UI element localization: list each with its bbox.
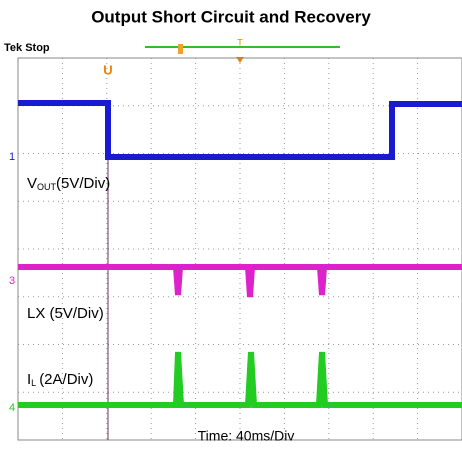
ch3-marker: 3 xyxy=(9,275,15,287)
ch4-marker: 4 xyxy=(9,402,15,414)
il-subscript: L xyxy=(31,378,36,388)
il-label: IL (2A/Div) xyxy=(27,371,93,388)
vout-scale: (5V/Div) xyxy=(56,175,110,192)
trigger-marker: T xyxy=(237,37,243,47)
lx-trace xyxy=(18,264,462,298)
lx-label: LX (5V/Div) xyxy=(27,305,104,322)
vout-label: VOUT(5V/Div) xyxy=(27,175,110,192)
vout-symbol: V xyxy=(27,175,37,192)
record-window xyxy=(178,44,183,54)
vout-trace xyxy=(18,100,462,160)
screen-border xyxy=(17,57,462,441)
cursor-marker: U xyxy=(103,62,112,77)
il-scale: (2A/Div) xyxy=(39,371,93,388)
timebase: Time: 40ms/Div xyxy=(198,428,295,444)
vout-subscript: OUT xyxy=(37,182,57,192)
title: Output Short Circuit and Recovery xyxy=(91,7,371,26)
scope-status: Tek Stop xyxy=(4,42,50,54)
il-symbol: I xyxy=(27,371,31,388)
il-trace xyxy=(18,351,462,408)
ch1-marker: 1 xyxy=(9,151,15,163)
graticule xyxy=(18,58,462,440)
